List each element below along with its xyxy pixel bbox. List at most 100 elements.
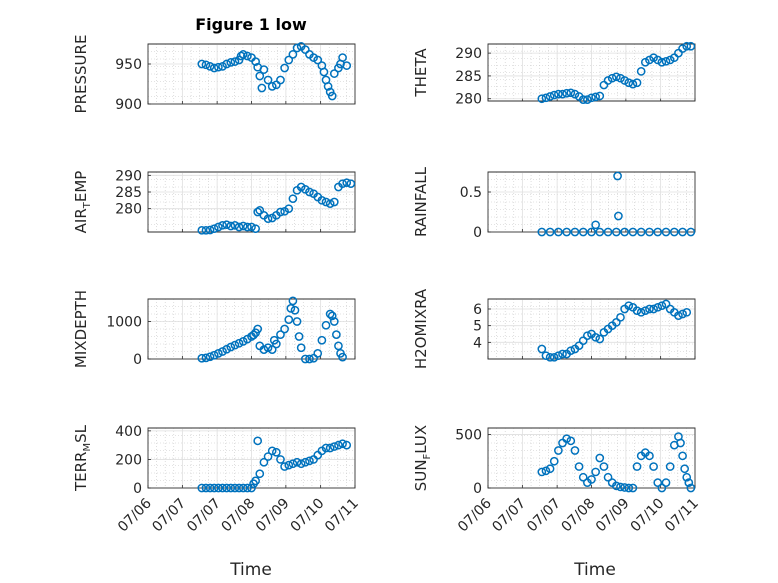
data-point xyxy=(545,352,555,362)
y-tick-label: 4 xyxy=(473,335,482,351)
data-point xyxy=(554,227,563,237)
data-point xyxy=(632,462,642,471)
data-point xyxy=(541,93,551,103)
data-point xyxy=(678,309,687,319)
data-point xyxy=(574,341,584,351)
data-point xyxy=(669,227,679,237)
data-point xyxy=(305,354,314,364)
data-point xyxy=(218,483,227,493)
data-point xyxy=(313,349,323,358)
data-point xyxy=(305,456,314,466)
data-point xyxy=(286,304,296,313)
data-point xyxy=(537,344,547,354)
y-tick-label: 0 xyxy=(133,352,142,368)
data-point xyxy=(541,466,551,476)
data-point xyxy=(591,220,600,230)
data-point xyxy=(537,94,547,104)
data-point xyxy=(288,296,298,306)
data-point xyxy=(238,50,248,59)
data-point xyxy=(321,197,331,207)
data-point xyxy=(653,478,663,487)
data-point xyxy=(253,436,263,446)
data-point xyxy=(645,451,654,461)
y-tick-label: 290 xyxy=(115,168,142,184)
data-point xyxy=(682,41,692,51)
subplot-pressure: 900 950 PRESSURE xyxy=(72,35,356,113)
data-point xyxy=(327,91,337,101)
data-point xyxy=(263,343,273,353)
data-point xyxy=(238,337,248,346)
data-point xyxy=(599,462,609,471)
data-point xyxy=(247,483,256,493)
data-point xyxy=(271,447,281,457)
data-point xyxy=(570,446,580,455)
data-point xyxy=(632,78,642,88)
data-point xyxy=(280,63,289,73)
y-tick-label: 290 xyxy=(455,46,482,62)
data-point xyxy=(284,55,294,65)
data-point xyxy=(640,306,650,316)
x-tick-label: 07/10 xyxy=(628,496,668,536)
data-point xyxy=(197,225,207,235)
data-point xyxy=(545,92,555,101)
data-point xyxy=(686,227,696,237)
x-tick-label: 07/08 xyxy=(558,496,598,536)
data-point xyxy=(226,483,236,493)
data-point xyxy=(313,55,323,65)
axes-border xyxy=(487,427,696,489)
data-point xyxy=(249,330,258,340)
data-point xyxy=(234,338,244,348)
data-point xyxy=(267,345,277,354)
data-point xyxy=(255,469,265,479)
data-point xyxy=(342,61,352,70)
data-point xyxy=(226,221,236,231)
subplot-mixdepth: 0 1000 MIXDEPTH xyxy=(72,290,356,368)
y-tick-label: 5 xyxy=(473,319,482,335)
data-point xyxy=(545,227,555,237)
data-point xyxy=(243,51,252,61)
data-point xyxy=(255,71,265,81)
data-point xyxy=(678,227,687,237)
y-tick-label: 900 xyxy=(115,97,142,113)
data-point xyxy=(680,464,690,474)
data-point xyxy=(624,483,634,493)
data-point xyxy=(271,339,281,349)
x-tick-label: 07/09 xyxy=(593,496,633,536)
data-point xyxy=(317,195,327,205)
data-point xyxy=(259,345,269,354)
data-point xyxy=(201,353,211,363)
data-point xyxy=(558,89,567,99)
ylabel-terr-msl: TERRMSL xyxy=(72,424,93,492)
data-point xyxy=(209,224,219,234)
data-point xyxy=(329,69,339,78)
data-point xyxy=(613,171,622,181)
data-point xyxy=(620,483,629,492)
subplot-theta: 280 285 290 THETA xyxy=(412,41,696,108)
data-point xyxy=(636,307,646,317)
ylabel-theta: THETA xyxy=(412,48,430,98)
data-point xyxy=(636,227,646,237)
data-point xyxy=(290,305,300,315)
data-point xyxy=(325,309,335,319)
x-tick-label: 07/08 xyxy=(218,496,258,536)
data-point xyxy=(591,332,600,342)
data-point xyxy=(578,336,588,346)
data-point xyxy=(222,59,232,69)
data-point xyxy=(253,324,263,334)
data-point xyxy=(607,73,617,83)
y-tick-label: 280 xyxy=(115,202,142,218)
ylabel-h2omixra: H2OMIXRA xyxy=(412,288,430,369)
data-point xyxy=(296,459,306,469)
data-point xyxy=(230,57,240,66)
data-point xyxy=(574,462,584,471)
data-point xyxy=(305,187,314,197)
data-point xyxy=(661,56,671,66)
data-point xyxy=(338,352,347,362)
data-point xyxy=(288,50,298,59)
y-tick-label: 0 xyxy=(473,481,482,497)
data-point xyxy=(653,227,663,237)
data-point xyxy=(288,459,298,469)
data-point xyxy=(628,79,638,89)
